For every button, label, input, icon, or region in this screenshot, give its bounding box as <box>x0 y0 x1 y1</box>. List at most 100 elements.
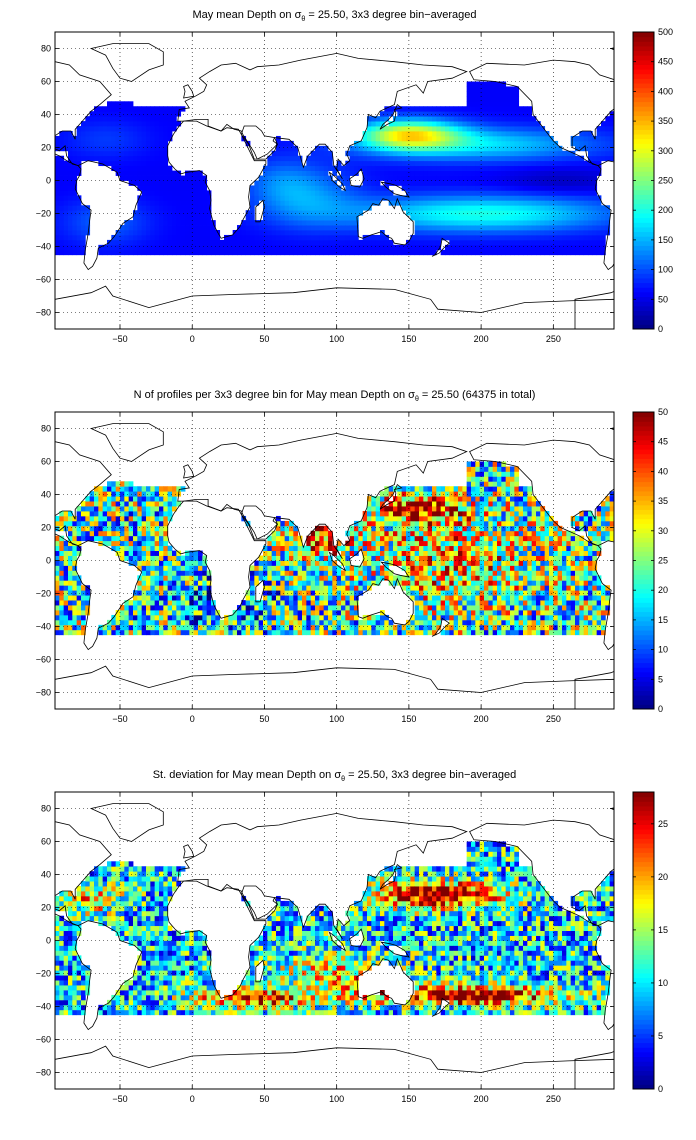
heatmap-cell <box>128 220 134 226</box>
heatmap-cell <box>263 629 268 636</box>
y-tick-label: −60 <box>36 275 51 285</box>
heatmap-cell <box>315 580 320 586</box>
heatmap-cell <box>358 145 364 152</box>
heatmap-cell <box>462 595 468 601</box>
heatmap-cell <box>115 160 121 167</box>
heatmap-cell <box>141 160 147 167</box>
heatmap-cell <box>81 234 86 241</box>
heatmap-cell <box>406 580 411 586</box>
heatmap-cell <box>146 195 151 201</box>
heatmap-cell <box>172 180 177 186</box>
heatmap-cell <box>98 624 104 631</box>
heatmap-cell <box>332 619 338 626</box>
heatmap-cell <box>384 525 390 532</box>
heatmap-cell <box>497 170 502 176</box>
heatmap-cell <box>124 605 130 611</box>
heatmap-cell <box>423 570 429 576</box>
heatmap-cell <box>289 555 294 561</box>
heatmap-cell <box>107 506 112 512</box>
heatmap-cell <box>458 234 463 241</box>
heatmap-cell <box>306 624 312 631</box>
heatmap-cell <box>432 610 437 616</box>
heatmap-cell <box>315 195 320 201</box>
heatmap-cell <box>475 91 481 97</box>
heatmap-cell <box>276 160 281 167</box>
heatmap-cell <box>579 249 585 256</box>
heatmap-cell <box>440 575 446 581</box>
heatmap-cell <box>497 106 502 112</box>
heatmap-cell <box>492 86 498 92</box>
heatmap-cell <box>367 629 372 636</box>
heatmap-cell <box>423 590 429 596</box>
heatmap-cell <box>449 185 455 191</box>
heatmap-cell <box>497 175 502 181</box>
heatmap-cell <box>501 140 507 147</box>
heatmap-cell <box>336 234 342 241</box>
heatmap-cell <box>315 535 320 542</box>
heatmap-cell <box>271 585 277 591</box>
heatmap-cell <box>137 605 143 611</box>
heatmap-cell <box>276 200 281 206</box>
heatmap-cell <box>458 614 463 621</box>
heatmap-cell <box>89 140 95 147</box>
heatmap-cell <box>475 131 481 137</box>
heatmap-cell <box>284 610 290 616</box>
heatmap-cell <box>484 160 489 167</box>
heatmap-cell <box>414 590 420 596</box>
heatmap-cell <box>336 239 342 246</box>
heatmap-cell <box>137 205 143 211</box>
heatmap-cell <box>510 126 515 132</box>
heatmap-cell <box>55 585 60 591</box>
heatmap-cell <box>458 225 463 231</box>
heatmap-cell <box>393 530 398 537</box>
heatmap-cell <box>423 140 429 147</box>
heatmap-cell <box>557 215 563 221</box>
heatmap-cell <box>375 180 381 186</box>
heatmap-cell <box>154 530 160 537</box>
heatmap-cell <box>497 96 502 102</box>
heatmap-cell <box>146 239 151 246</box>
heatmap-cell <box>440 565 446 571</box>
heatmap-cell <box>592 175 598 181</box>
heatmap-cell <box>384 545 390 551</box>
heatmap-cell <box>159 610 164 616</box>
heatmap-cell <box>505 220 511 226</box>
heatmap-cell <box>440 545 446 551</box>
heatmap-cell <box>588 131 593 137</box>
heatmap-cell <box>198 595 203 601</box>
heatmap-cell <box>146 530 151 537</box>
heatmap-cell <box>471 239 476 246</box>
heatmap-cell <box>458 520 463 527</box>
colorbar-segment <box>633 259 654 265</box>
heatmap-cell <box>380 145 385 152</box>
heatmap-cell <box>81 525 86 532</box>
heatmap-cell <box>579 205 585 211</box>
heatmap-cell <box>388 126 394 132</box>
heatmap-cell <box>488 249 494 256</box>
heatmap-cell <box>115 249 121 256</box>
heatmap-cell <box>462 150 468 157</box>
heatmap-cell <box>271 600 277 606</box>
heatmap-cell <box>94 145 99 152</box>
heatmap-cell <box>81 205 86 211</box>
colorbar-segment <box>633 301 654 307</box>
colorbar-segment <box>633 189 654 195</box>
heatmap-cell <box>423 111 429 117</box>
heatmap-cell <box>297 165 303 171</box>
heatmap-cell <box>280 614 286 621</box>
heatmap-cell <box>345 605 351 611</box>
heatmap-cell <box>146 600 151 606</box>
heatmap-cell <box>575 210 580 216</box>
heatmap-cell <box>258 244 264 251</box>
heatmap-cell <box>224 614 229 621</box>
heatmap-cell <box>432 570 437 576</box>
heatmap-cell <box>406 140 411 147</box>
heatmap-cell <box>72 225 78 231</box>
heatmap-cell <box>414 560 420 566</box>
heatmap-cell <box>102 624 108 631</box>
heatmap-cell <box>362 145 368 152</box>
heatmap-cell <box>362 165 368 171</box>
heatmap-cell <box>371 496 377 502</box>
heatmap-cell <box>302 225 307 231</box>
heatmap-cell <box>445 570 450 576</box>
